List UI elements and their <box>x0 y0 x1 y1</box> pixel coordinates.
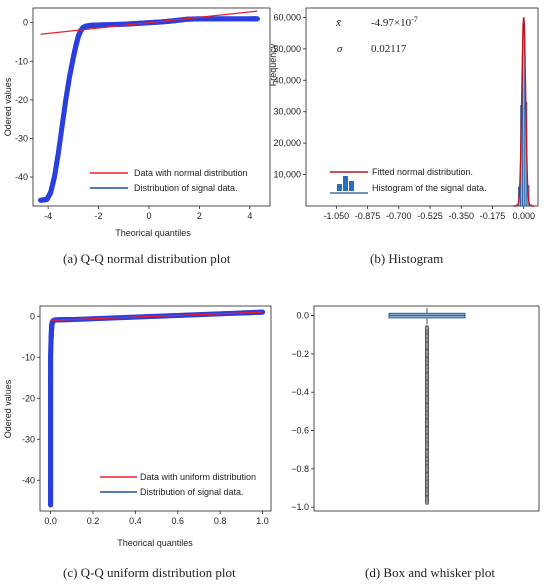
x-tick-label: 0.0 <box>44 516 57 526</box>
y-tick-label: 0.0 <box>296 311 309 321</box>
qq-normal-plot: -4 -2 0 2 40-10-20-30-40 <box>15 10 260 221</box>
legend-hist-label: Histogram of the signal data. <box>372 183 487 193</box>
y-tick-label: -40 <box>15 172 28 182</box>
legend-signal-label: Distribution of signal data. <box>134 183 238 193</box>
y-tick-label: 40,000 <box>273 75 301 85</box>
qq-point <box>254 16 260 22</box>
x-tick-label: 2 <box>197 211 202 221</box>
y-tick-label: -30 <box>15 133 28 143</box>
panel-b-legend: Fitted normal distribution. Histogram of… <box>330 167 487 194</box>
y-tick-label: -20 <box>15 95 28 105</box>
x-tick-label: -1.050 <box>324 211 350 221</box>
x-tick-label: -0.875 <box>355 211 381 221</box>
panel-b-ylabel: Frequency <box>268 43 278 86</box>
x-tick-label: -0.175 <box>480 211 506 221</box>
x-tick-label: 0.6 <box>171 516 184 526</box>
legend-signal-label-c: Distribution of signal data. <box>140 487 244 497</box>
caption-c: (c) Q-Q uniform distribution plot <box>63 565 236 580</box>
histogram-plot: -1.050 -0.875 -0.700 -0.525 -0.350 -0.175 0.00… <box>273 12 535 221</box>
panel-a-ylabel: Odered values <box>3 77 13 136</box>
x-tick-label: -2 <box>95 211 103 221</box>
y-tick-label: 20,000 <box>273 138 301 148</box>
panel-c-xlabel: Theorical quantiles <box>117 538 193 548</box>
panel-a-legend: Data with normal distribution Distributi… <box>90 168 248 193</box>
y-tick-label: 50,000 <box>273 44 301 54</box>
y-tick-label: −0.6 <box>291 426 309 436</box>
normal-reference-line <box>40 10 258 35</box>
qq-uniform-plot: 0.0 0.2 0.4 0.6 0.8 1.0 0 -10 -20 -30 -40 <box>22 309 269 526</box>
sd-symbol: σ <box>337 43 343 55</box>
x-tick-label: 0.4 <box>129 516 142 526</box>
y-tick-label: 0 <box>30 311 35 321</box>
panel-a-frame <box>32 7 271 207</box>
y-tick-label: -20 <box>22 393 35 403</box>
y-tick-label: −1.0 <box>291 502 309 512</box>
y-tick-label: -30 <box>22 434 35 444</box>
x-tick-label: -0.525 <box>417 211 443 221</box>
x-tick-label: 0.2 <box>87 516 100 526</box>
sd-value: 0.02117 <box>371 43 407 55</box>
x-tick-label: 1.0 <box>256 516 269 526</box>
mean-symbol: x̄ <box>335 17 341 29</box>
y-tick-label: −0.2 <box>291 349 309 359</box>
panel-c-legend: Data with uniform distribution Distribut… <box>100 472 256 497</box>
x-tick-label: 0 <box>146 211 151 221</box>
panel-a-xlabel: Theorical quantiles <box>115 228 191 238</box>
box-whisker-plot: 0.0 −0.2 −0.4 −0.6 −0.8 −1.0 <box>291 307 466 512</box>
caption-a: (a) Q-Q normal distribution plot <box>63 251 231 266</box>
y-tick-label: -40 <box>22 475 35 485</box>
legend-normal-label: Data with normal distribution <box>134 168 248 178</box>
caption-b: (b) Histogram <box>370 251 443 266</box>
x-tick-label: -4 <box>44 211 52 221</box>
legend-fit-label: Fitted normal distribution. <box>372 167 473 177</box>
uniform-reference-line <box>50 311 263 321</box>
panel-b-frame <box>305 7 539 207</box>
legend-histogram-icon <box>330 176 368 194</box>
caption-d: (d) Box and whisker plot <box>365 565 495 580</box>
y-tick-label: -10 <box>15 56 28 66</box>
outlier-point <box>424 498 430 503</box>
y-tick-label: 60,000 <box>273 12 301 22</box>
y-tick-label: 30,000 <box>273 107 301 117</box>
panel-c-ylabel: Odered values <box>3 379 13 438</box>
legend-uniform-label: Data with uniform distribution <box>140 472 256 482</box>
mean-value: -4.97×10-7 <box>371 15 418 29</box>
outlier-point <box>424 500 430 506</box>
fitted-normal-curve <box>513 17 535 207</box>
y-tick-label: −0.8 <box>291 464 309 474</box>
y-tick-label: -10 <box>22 352 35 362</box>
y-tick-label: −0.4 <box>291 387 309 397</box>
x-tick-label: 0.8 <box>214 516 227 526</box>
y-tick-label: 0 <box>23 18 28 28</box>
outlier-point <box>424 499 430 504</box>
x-tick-label: 4 <box>247 211 252 221</box>
y-tick-label: 10,000 <box>273 170 301 180</box>
x-tick-label: -0.700 <box>386 211 412 221</box>
panel-c-frame <box>39 305 272 512</box>
x-tick-label: -0.350 <box>448 211 474 221</box>
x-tick-label: 0.000 <box>512 211 535 221</box>
panel-d-frame <box>313 305 540 512</box>
